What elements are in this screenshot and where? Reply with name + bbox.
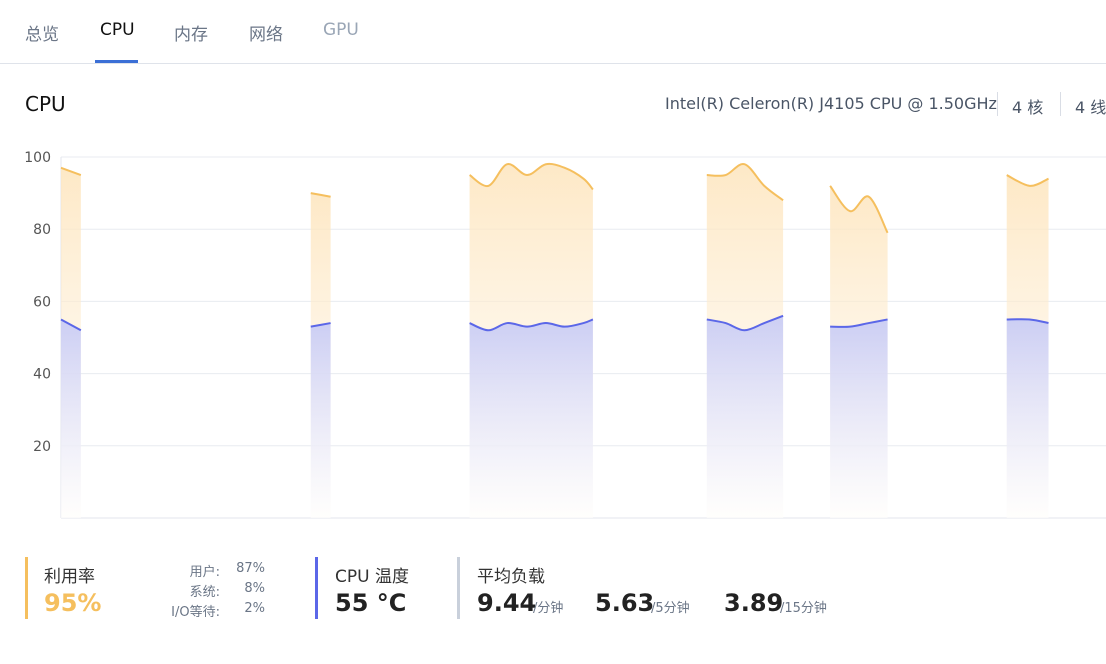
usage-line-segment	[469, 162, 594, 191]
page-title: CPU	[25, 92, 66, 116]
load-accent-bar	[457, 557, 460, 619]
temp-label: CPU 温度	[335, 567, 409, 587]
temp-area-segment	[830, 319, 888, 518]
load-1min-unit: /分钟	[533, 601, 564, 616]
y-tick-label: 20	[33, 439, 51, 455]
active-tab-indicator	[95, 60, 138, 63]
thread-count: 4 线	[1075, 98, 1106, 117]
y-tick-label: 80	[33, 222, 51, 238]
cpu-history-chart: 20 40 60 80 100	[24, 150, 1106, 519]
system-label: 系统:	[189, 585, 220, 600]
tab-cpu[interactable]: CPU	[100, 20, 135, 40]
load-5min-value: 5.63	[595, 589, 655, 617]
temp-line-segment	[310, 322, 331, 328]
temp-line-segment	[706, 314, 784, 332]
temp-area-segment	[1006, 319, 1049, 518]
temp-value: 55 °C	[335, 589, 407, 617]
temp-area-segment	[61, 319, 81, 518]
usage-value: 95%	[44, 589, 102, 617]
core-count: 4 核	[1012, 98, 1044, 117]
system-value: 8%	[244, 581, 265, 596]
y-tick-label: 60	[33, 294, 51, 310]
temp-line-segment	[830, 318, 888, 328]
io-wait-label: I/O等待:	[171, 605, 220, 620]
temp-area-segment	[706, 315, 784, 518]
y-tick-label: 100	[24, 150, 51, 166]
temp-line-segment	[469, 318, 594, 332]
load-5min-unit: /5分钟	[651, 601, 690, 616]
divider	[1060, 92, 1061, 116]
usage-line-segment	[310, 192, 331, 198]
temp-line-segment	[1006, 318, 1049, 325]
usage-line-segment	[60, 166, 82, 176]
temp-accent-bar	[315, 557, 318, 619]
tab-gpu[interactable]: GPU	[323, 20, 359, 40]
cpu-model: Intel(R) Celeron(R) J4105 CPU @ 1.50GHz	[665, 94, 997, 113]
user-label: 用户:	[189, 565, 220, 580]
usage-label: 利用率	[44, 567, 95, 587]
usage-line-segment	[1006, 174, 1049, 187]
tab-overview[interactable]: 总览	[25, 25, 59, 45]
load-15min-value: 3.89	[724, 589, 784, 617]
tab-network[interactable]: 网络	[249, 25, 283, 45]
usage-line-segment	[829, 185, 889, 234]
y-tick-label: 40	[33, 367, 51, 383]
tab-bar: 总览 CPU 内存 网络 GPU	[0, 0, 1106, 64]
temp-area-segment	[469, 319, 593, 518]
usage-accent-bar	[25, 557, 28, 619]
io-wait-value: 2%	[244, 601, 265, 616]
temp-line-segment	[60, 318, 82, 332]
load-label: 平均负载	[477, 567, 545, 587]
load-15min-unit: /15分钟	[780, 601, 827, 616]
user-value: 87%	[236, 561, 265, 576]
divider	[997, 92, 998, 116]
usage-line-segment	[706, 163, 784, 202]
load-1min-value: 9.44	[477, 589, 537, 617]
tab-memory[interactable]: 内存	[174, 25, 208, 45]
temp-area-segment	[310, 323, 331, 518]
